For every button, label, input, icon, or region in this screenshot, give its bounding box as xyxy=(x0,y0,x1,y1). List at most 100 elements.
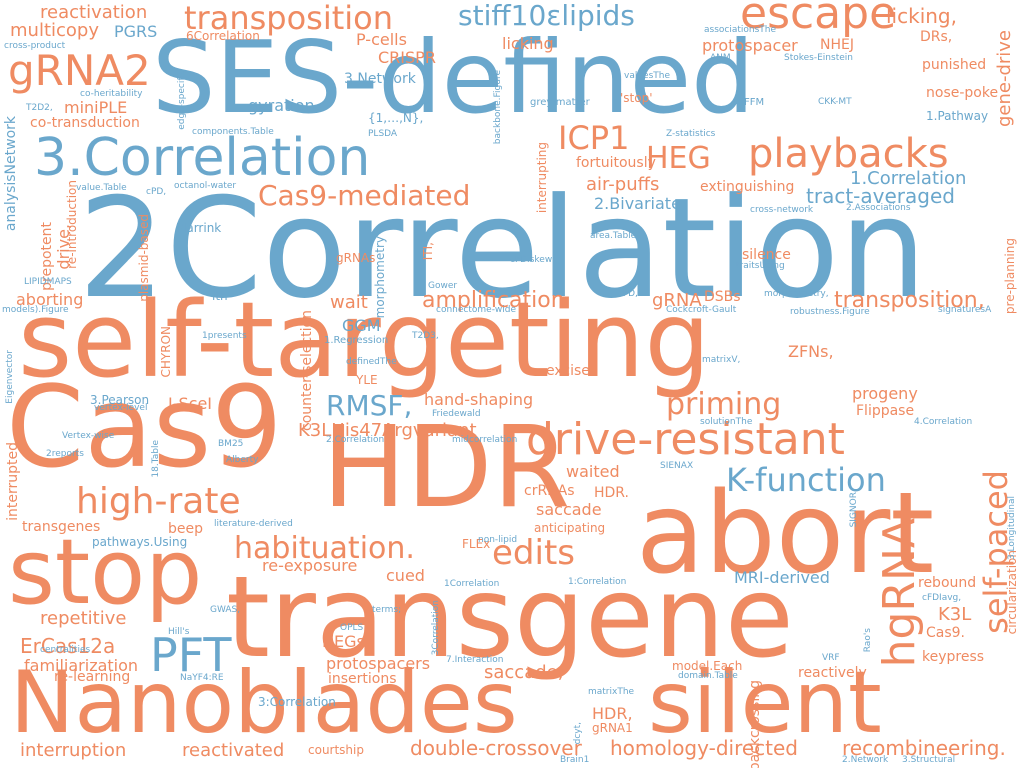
word: K-function xyxy=(726,461,886,499)
word: pathways.Using xyxy=(92,535,188,549)
word: recombineering. xyxy=(842,736,1006,760)
word: centralities xyxy=(40,645,91,655)
word: matrixV, xyxy=(702,355,741,365)
word: punished xyxy=(922,57,987,73)
word: transgene xyxy=(226,553,794,683)
word: definedThe xyxy=(346,357,397,367)
word: wait xyxy=(330,292,368,313)
word: saccade xyxy=(536,500,602,519)
word: PLSDA xyxy=(368,129,398,139)
word: K3L xyxy=(938,604,972,625)
word: Friedewald xyxy=(432,409,481,419)
word: 3.Correlation xyxy=(34,128,371,188)
word: Flippase xyxy=(856,403,915,419)
word: Cas9 xyxy=(6,363,283,493)
word: stop xyxy=(8,520,203,625)
word: double-crossover xyxy=(410,736,582,760)
word: gRNA1 xyxy=(592,721,633,735)
word: 7.Interaction xyxy=(446,655,504,665)
word: analysisNetwork xyxy=(3,116,19,232)
word: gene-drive xyxy=(994,30,1015,128)
word: transgenes xyxy=(22,519,101,535)
word: gyration, xyxy=(248,96,320,115)
word: traitsUsing xyxy=(736,261,785,271)
word: high-rate xyxy=(76,481,241,522)
word: SES-defined xyxy=(152,19,755,136)
word: 1Correlation xyxy=(444,579,500,589)
word: value.Table xyxy=(76,183,127,193)
word: GGM xyxy=(342,316,381,335)
word: morphometry xyxy=(373,236,387,319)
word: Eigenvector xyxy=(5,350,15,404)
word: I-SceI xyxy=(168,394,213,413)
word: 3.Longitudinal xyxy=(1007,496,1017,561)
word: re-exposure xyxy=(262,556,358,575)
word: {1,…,N}, xyxy=(368,111,424,125)
word: cFDIavg, xyxy=(922,593,962,603)
word: 2reports xyxy=(46,449,84,459)
word: T2D3, xyxy=(412,331,439,341)
word: 2.Associations xyxy=(846,203,911,213)
word: Alberty xyxy=(226,455,259,465)
word: matrixThe xyxy=(588,687,635,697)
word: abort xyxy=(636,469,935,599)
word: counter-selection xyxy=(299,310,315,431)
word: 2.Network xyxy=(842,755,889,765)
word: crRNAs xyxy=(524,483,575,499)
word: HEG xyxy=(646,141,711,176)
word: interrupted xyxy=(5,442,21,521)
word: reactivated xyxy=(182,740,285,761)
word: Gower xyxy=(428,281,458,291)
word: edits xyxy=(492,533,575,573)
word: interrupting xyxy=(535,142,549,214)
word: grey-matter xyxy=(530,97,590,108)
word: nose-poke xyxy=(926,85,999,101)
word: air-puffs xyxy=(586,174,660,195)
word: Stokes-Einstein xyxy=(784,53,853,63)
word: amplification xyxy=(422,288,565,313)
word: cross-product xyxy=(4,41,66,51)
word: interruption xyxy=(20,740,127,761)
word: silent xyxy=(648,653,882,753)
word: ErCas12a xyxy=(20,634,116,658)
word: 6Correlation xyxy=(186,29,260,43)
word: RMSF, xyxy=(326,389,413,422)
word: escape xyxy=(740,0,897,39)
word: model.Each xyxy=(672,659,743,673)
word: protospacers xyxy=(326,654,431,673)
word: co-transduction xyxy=(30,115,140,131)
word: priming xyxy=(666,387,782,422)
word: CKK-MT xyxy=(818,97,852,107)
word: silence xyxy=(742,247,791,263)
word: plasmid-based xyxy=(137,214,151,302)
word: area.Table xyxy=(590,231,637,241)
word: 1.Pathway xyxy=(926,109,989,123)
word: courtship xyxy=(308,743,364,757)
word: 2.Correlation xyxy=(326,435,385,445)
word: OPLS xyxy=(340,623,364,633)
word: 1.Correlation xyxy=(850,168,967,189)
word: re-introduction xyxy=(65,180,79,269)
word: MRI-derived xyxy=(734,568,830,587)
word: tract-averaged xyxy=(806,184,955,208)
word: DSBs xyxy=(704,289,741,305)
word: ZFNs, xyxy=(788,342,834,361)
word: 2Correlation xyxy=(78,168,927,329)
word: progeny xyxy=(852,384,918,403)
word: ICP1 xyxy=(558,119,630,157)
word: rebound xyxy=(918,575,977,591)
word: 1presents xyxy=(202,331,247,341)
word: licking xyxy=(502,34,554,53)
word: Vertex-wise xyxy=(62,431,115,441)
word: HDR. xyxy=(594,485,629,501)
word: pre-planning xyxy=(1003,238,1017,315)
word: P-cells xyxy=(356,30,407,49)
word: T2D2, xyxy=(26,103,53,113)
word: 3.Network xyxy=(344,71,416,87)
word: gRNA2 xyxy=(8,46,151,95)
word: repetitive xyxy=(40,608,127,629)
word: vertex-level xyxy=(94,403,148,413)
word: re-learning xyxy=(54,669,131,685)
word: 1:Correlation xyxy=(568,577,627,587)
word: waited xyxy=(566,462,620,481)
